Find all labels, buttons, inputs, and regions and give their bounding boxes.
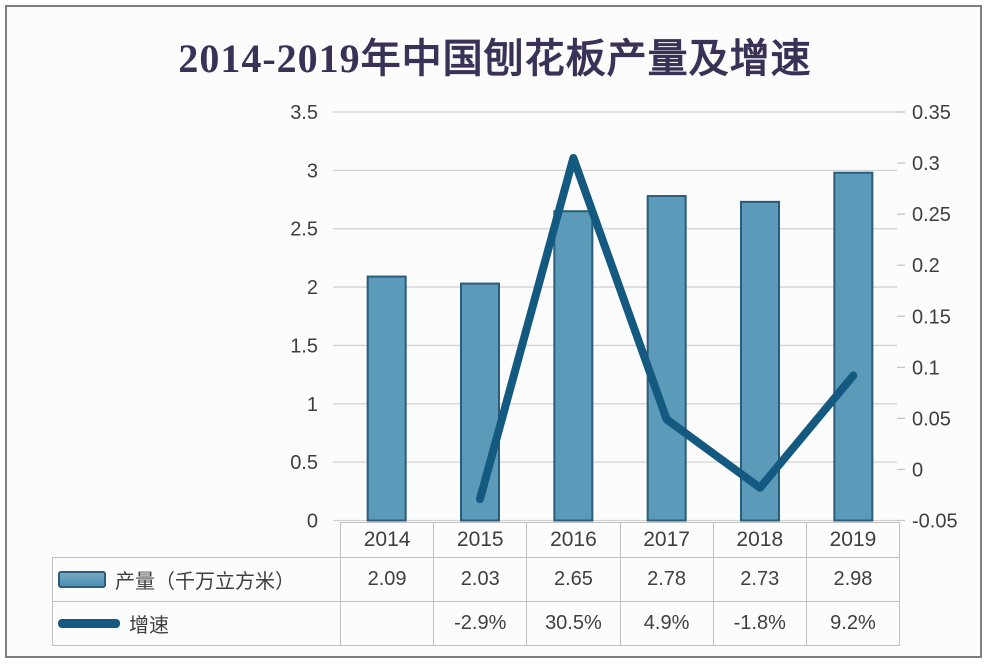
production-value-2016: 2.65 xyxy=(526,558,619,601)
production-value-2014: 2.09 xyxy=(367,568,407,590)
production-value-2015: 2.03 xyxy=(433,558,526,601)
production-bar-2017 xyxy=(646,195,687,522)
growth-line-legend-swatch xyxy=(58,619,120,628)
right-axis-tick-label: 0.3 xyxy=(912,153,940,175)
production-value-2017: 2.78 xyxy=(619,558,713,601)
legend-item-production: 产量（千万立方米） xyxy=(53,558,341,601)
right-axis-tick-label: -0.05 xyxy=(912,511,958,533)
production-bar-2019 xyxy=(833,171,874,522)
right-axis-tick-label: 0.05 xyxy=(912,408,951,430)
growth-legend-label: 增速 xyxy=(129,615,169,637)
right-axis-tick-label: 0 xyxy=(912,459,923,481)
left-axis-tick-label: 2.5 xyxy=(290,219,318,241)
production-bar-legend-swatch xyxy=(58,571,106,588)
table-production-row: 产量（千万立方米） 2.09 2.03 2.65 2.78 2.73 2.98 xyxy=(52,557,900,602)
left-axis-tick-label: 1.5 xyxy=(290,335,318,357)
table-growth-row: 增速 -2.9% 30.5% 4.9% -1.8% 9.2% xyxy=(52,601,900,646)
left-axis-tick-label: 0.5 xyxy=(290,452,318,474)
growth-value-2018: -1.8% xyxy=(712,602,806,645)
year-header-2015: 2015 xyxy=(433,523,526,557)
year-header-2017: 2017 xyxy=(619,523,713,557)
left-axis-tick-label: 0 xyxy=(307,511,318,533)
left-axis-tick-label: 3.5 xyxy=(290,102,318,124)
left-axis-tick-label: 1 xyxy=(307,394,318,416)
right-axis-tick-label: 0.25 xyxy=(912,204,951,226)
growth-value-2016: 30.5% xyxy=(526,602,619,645)
production-bar-2014 xyxy=(366,275,407,522)
growth-rate-line xyxy=(476,154,858,504)
production-value-2019: 2.98 xyxy=(805,558,899,601)
data-table: 2014 2015 2016 2017 2018 2019 产量（千万立方米） 2.09 2… xyxy=(52,522,900,646)
growth-value-2017: 4.9% xyxy=(619,602,713,645)
production-bar-2016 xyxy=(553,210,594,522)
production-value-2018: 2.73 xyxy=(712,558,806,601)
production-bar-2015 xyxy=(460,282,500,522)
year-header-2016: 2016 xyxy=(526,523,619,557)
left-axis-tick-label: 3 xyxy=(307,160,318,182)
right-axis-tick-label: 0.35 xyxy=(912,102,951,124)
right-axis-tick-label: 0.1 xyxy=(912,357,940,379)
right-axis-tick-label: 0.2 xyxy=(912,255,940,277)
legend-item-growth: 增速 xyxy=(53,602,341,645)
growth-value-2014 xyxy=(341,602,433,645)
right-axis-tick-label: 0.15 xyxy=(912,306,951,328)
year-header-2018: 2018 xyxy=(712,523,806,557)
growth-value-2015: -2.9% xyxy=(433,602,526,645)
year-header-2014: 2014 xyxy=(363,528,411,551)
year-header-2019: 2019 xyxy=(805,523,899,557)
left-axis-tick-label: 2 xyxy=(307,277,318,299)
table-year-header-row: 2014 2015 2016 2017 2018 2019 xyxy=(340,522,900,558)
production-legend-label: 产量（千万立方米） xyxy=(115,571,295,593)
growth-value-2019: 9.2% xyxy=(805,602,899,645)
chart-title: 2014-2019年中国刨花板产量及增速 xyxy=(178,36,812,81)
